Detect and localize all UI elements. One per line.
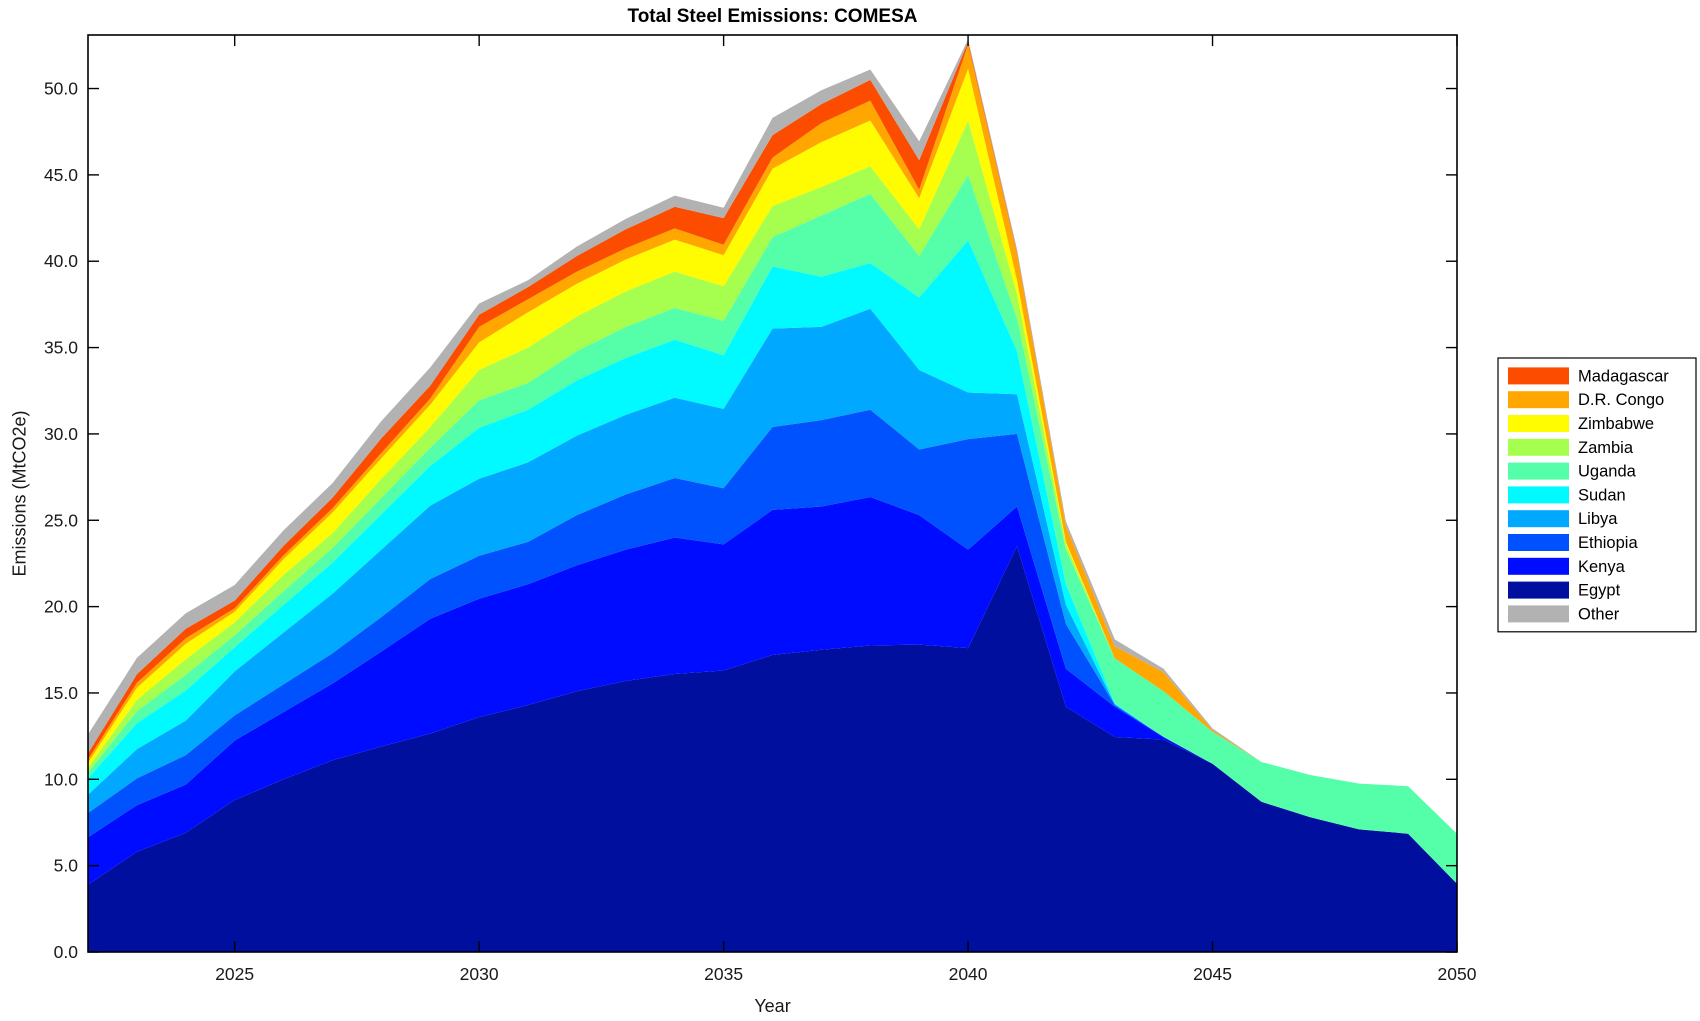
y-tick-label: 20.0	[44, 597, 78, 617]
legend-swatch-kenya	[1508, 557, 1569, 575]
y-tick-label: 10.0	[44, 769, 78, 789]
legend-swatch-zambia	[1508, 438, 1569, 456]
chart-title: Total Steel Emissions: COMESA	[627, 6, 918, 27]
y-tick-label: 45.0	[44, 165, 78, 185]
area-layer-kenya	[88, 497, 1457, 885]
x-tick-label: 2025	[215, 964, 254, 984]
legend-label-sudan: Sudan	[1578, 486, 1626, 504]
x-axis-label: Year	[754, 996, 791, 1016]
legend-swatch-sudan	[1508, 486, 1569, 504]
y-tick-label: 25.0	[44, 510, 78, 530]
x-tick-label: 2040	[949, 964, 988, 984]
y-tick-label: 40.0	[44, 251, 78, 271]
legend-swatch-egypt	[1508, 581, 1569, 599]
legend-swatch-ethiopia	[1508, 534, 1569, 551]
legend-swatch-madagascar	[1508, 367, 1569, 385]
legend-label-libya: Libya	[1578, 510, 1618, 528]
y-tick-label: 30.0	[44, 424, 78, 444]
legend-label-d-r-congo: D.R. Congo	[1578, 391, 1664, 409]
area-layer-egypt	[88, 546, 1457, 952]
x-tick-label: 2050	[1438, 964, 1477, 984]
y-tick-label: 15.0	[44, 683, 78, 703]
legend-label-zimbabwe: Zimbabwe	[1578, 415, 1654, 433]
x-tick-label: 2035	[704, 964, 743, 984]
y-tick-label: 50.0	[44, 79, 78, 99]
legend-swatch-other	[1508, 605, 1569, 623]
x-tick-label: 2030	[460, 964, 499, 984]
y-axis-label: Emissions (MtCO2e)	[9, 410, 30, 577]
legend-label-uganda: Uganda	[1578, 463, 1637, 481]
legend-label-kenya: Kenya	[1578, 558, 1626, 576]
area-layer-uganda	[88, 174, 1457, 884]
y-tick-label: 35.0	[44, 338, 78, 358]
legend-swatch-libya	[1508, 510, 1569, 528]
y-tick-label: 5.0	[54, 856, 79, 876]
legend-label-zambia: Zambia	[1578, 439, 1634, 457]
legend-swatch-d-r-congo	[1508, 391, 1569, 409]
x-tick-label: 2045	[1193, 964, 1232, 984]
area-layer-libya	[88, 308, 1457, 884]
legend-label-ethiopia: Ethiopia	[1578, 534, 1638, 552]
legend-swatch-uganda	[1508, 462, 1569, 480]
y-tick-label: 0.0	[54, 942, 79, 962]
plot-frame	[87, 34, 1458, 953]
area-layer-sudan	[88, 240, 1457, 884]
legend-label-other: Other	[1578, 605, 1620, 623]
legend-label-egypt: Egypt	[1578, 582, 1621, 600]
legend-label-madagascar: Madagascar	[1578, 367, 1669, 385]
legend-swatch-zimbabwe	[1508, 415, 1569, 432]
area-layer-ethiopia	[88, 409, 1457, 884]
